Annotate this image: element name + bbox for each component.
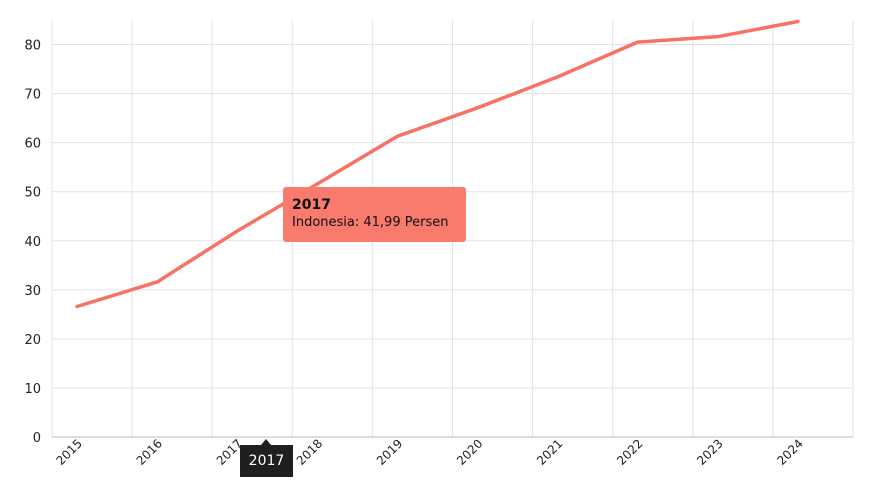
- x-tick-label: 2023: [694, 436, 725, 467]
- tooltip-text: Indonesia: 41,99 Persen: [292, 215, 449, 230]
- x-tick-label: 2019: [374, 436, 405, 467]
- y-tick-label: 40: [24, 235, 41, 250]
- horizontal-gridlines: [52, 44, 853, 389]
- x-axis-pointer-label: 2017: [240, 439, 293, 477]
- y-tick-label: 0: [33, 431, 41, 446]
- y-tick-label: 10: [24, 382, 41, 397]
- y-tick-label: 80: [24, 39, 41, 54]
- y-tick-label: 30: [24, 284, 41, 299]
- axis-pointer-text: 2017: [248, 453, 285, 469]
- y-axis-ticks: 0 10 20 30 40 50 60 70 80: [24, 39, 41, 446]
- data-tooltip: 2017 Indonesia: 41,99 Persen: [283, 187, 466, 242]
- x-tick-label: 2021: [534, 436, 565, 467]
- tooltip-title: 2017: [292, 197, 331, 213]
- y-tick-label: 70: [24, 88, 41, 103]
- x-tick-label: 2022: [614, 436, 645, 467]
- x-tick-label: 2016: [134, 436, 165, 467]
- y-tick-label: 20: [24, 333, 41, 348]
- x-tick-label: 2018: [294, 436, 325, 467]
- y-tick-label: 50: [24, 186, 41, 201]
- series-lines: [75, 19, 800, 309]
- x-axis-ticks: 2015 2016 2017 2018 2019 2020 2021 2022 2023 2024: [53, 436, 805, 467]
- x-tick-label: 2020: [454, 436, 485, 467]
- pointer-arrow-icon: [261, 439, 271, 445]
- x-tick-label: 2015: [53, 436, 84, 467]
- series-line-indonesia: [75, 19, 800, 309]
- x-tick-label: 2024: [774, 436, 805, 467]
- y-tick-label: 60: [24, 137, 41, 152]
